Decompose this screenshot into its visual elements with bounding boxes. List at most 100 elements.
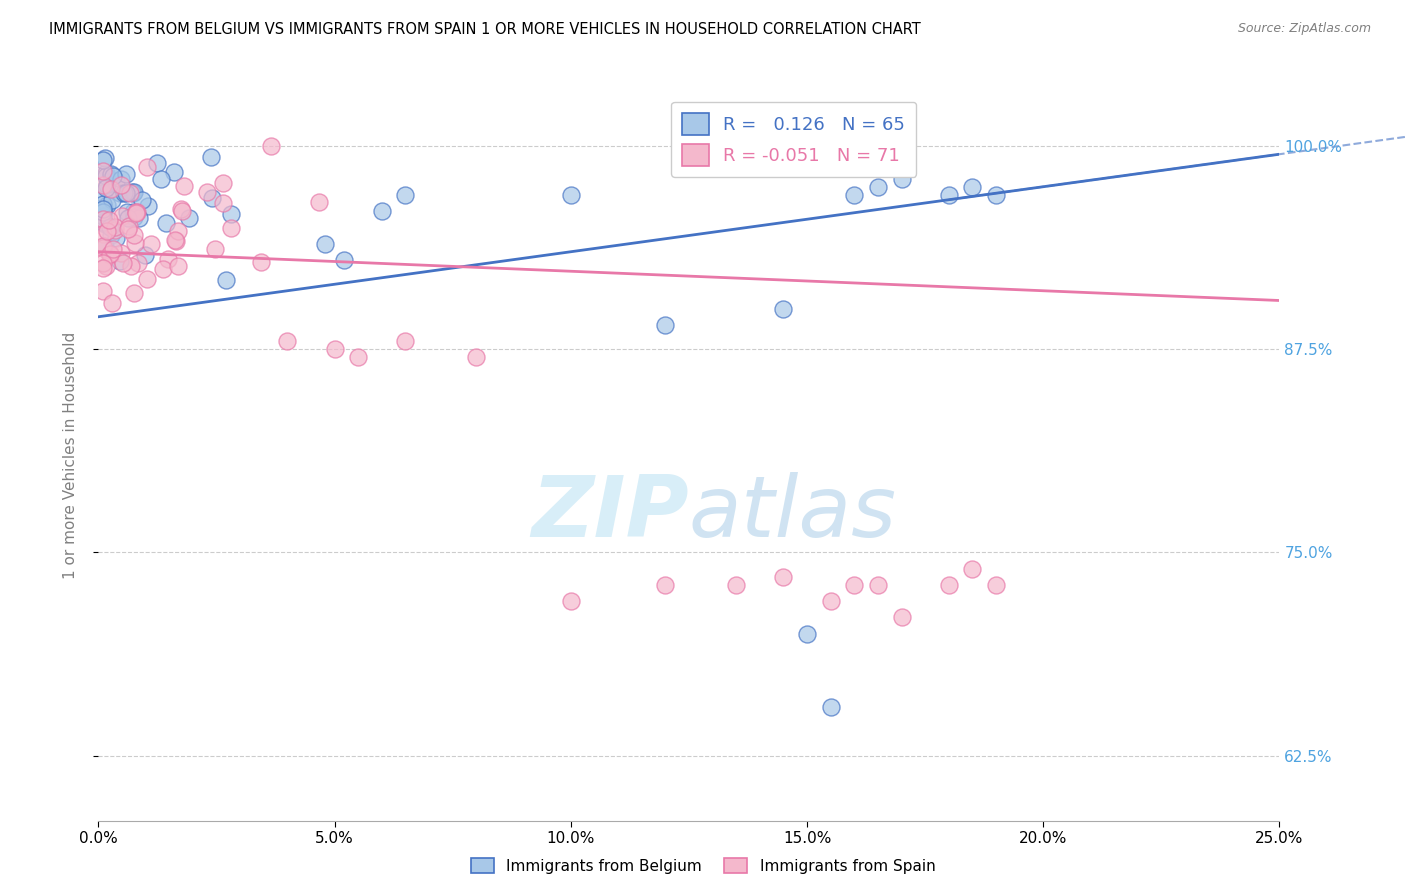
Point <box>772 570 794 584</box>
Point <box>962 562 984 576</box>
Point <box>98 246 121 260</box>
Point <box>122 186 145 200</box>
Point <box>100 168 122 182</box>
Point <box>844 187 866 202</box>
Point <box>170 202 193 216</box>
Point <box>91 238 114 252</box>
Point <box>333 252 356 267</box>
Point <box>101 220 124 235</box>
Legend: R =   0.126   N = 65, R = -0.051   N = 71: R = 0.126 N = 65, R = -0.051 N = 71 <box>671 102 917 177</box>
Point <box>118 186 141 200</box>
Text: Source: ZipAtlas.com: Source: ZipAtlas.com <box>1237 22 1371 36</box>
Y-axis label: 1 or more Vehicles in Household: 1 or more Vehicles in Household <box>63 331 77 579</box>
Point <box>110 254 132 268</box>
Point <box>347 351 370 365</box>
Point <box>139 237 162 252</box>
Point <box>260 139 283 153</box>
Point <box>371 204 394 219</box>
Point <box>110 178 132 193</box>
Point <box>212 196 235 211</box>
Point <box>984 187 1007 202</box>
Point <box>866 179 889 194</box>
Point <box>394 187 416 202</box>
Point <box>125 205 148 219</box>
Point <box>890 610 912 624</box>
Point <box>117 211 139 226</box>
Point <box>796 626 818 640</box>
Point <box>91 215 114 229</box>
Point <box>104 223 127 237</box>
Point <box>111 210 134 224</box>
Text: atlas: atlas <box>689 472 897 555</box>
Point <box>91 227 114 241</box>
Point <box>91 204 114 219</box>
Point <box>165 234 187 248</box>
Point <box>91 210 114 224</box>
Point <box>560 594 582 608</box>
Point <box>98 212 121 227</box>
Point <box>91 241 114 255</box>
Point <box>127 255 149 269</box>
Point <box>110 246 132 260</box>
Point <box>98 247 121 261</box>
Point <box>115 186 138 201</box>
Point <box>890 171 912 186</box>
Point <box>96 198 118 212</box>
Point <box>820 594 842 608</box>
Point <box>108 186 131 201</box>
Point <box>100 228 122 243</box>
Point <box>276 334 298 348</box>
Point <box>121 186 143 200</box>
Point <box>654 318 676 332</box>
Point <box>195 185 218 199</box>
Point <box>122 204 145 219</box>
Point <box>94 151 117 165</box>
Point <box>167 259 190 273</box>
Point <box>114 167 136 181</box>
Point <box>125 205 148 219</box>
Point <box>394 334 416 348</box>
Point <box>118 219 141 234</box>
Point <box>725 578 748 592</box>
Point <box>866 578 889 592</box>
Point <box>112 256 135 270</box>
Point <box>98 248 121 262</box>
Point <box>104 219 127 234</box>
Point <box>117 221 139 235</box>
Point <box>962 179 984 194</box>
Point <box>560 187 582 202</box>
Point <box>91 284 114 298</box>
Point <box>200 150 222 164</box>
Point <box>94 217 117 231</box>
Text: ZIP: ZIP <box>531 472 689 555</box>
Point <box>201 191 224 205</box>
Point <box>105 174 128 188</box>
Point <box>98 219 121 234</box>
Point <box>163 233 186 247</box>
Point <box>101 242 124 256</box>
Point <box>104 231 127 245</box>
Point <box>219 207 242 221</box>
Point <box>149 172 172 186</box>
Point <box>125 204 148 219</box>
Point <box>204 242 226 256</box>
Point <box>465 351 488 365</box>
Point <box>94 259 117 273</box>
Point <box>94 181 117 195</box>
Point <box>145 156 167 170</box>
Point <box>323 343 346 357</box>
Point <box>844 578 866 592</box>
Point <box>91 212 114 227</box>
Point <box>134 247 156 261</box>
Point <box>136 199 159 213</box>
Point <box>94 166 117 180</box>
Point <box>91 202 114 217</box>
Point <box>115 205 138 219</box>
Point <box>131 194 153 208</box>
Point <box>101 169 124 184</box>
Point <box>112 186 135 200</box>
Point <box>91 197 114 211</box>
Point <box>308 195 330 210</box>
Legend: Immigrants from Belgium, Immigrants from Spain: Immigrants from Belgium, Immigrants from… <box>464 852 942 880</box>
Point <box>166 224 188 238</box>
